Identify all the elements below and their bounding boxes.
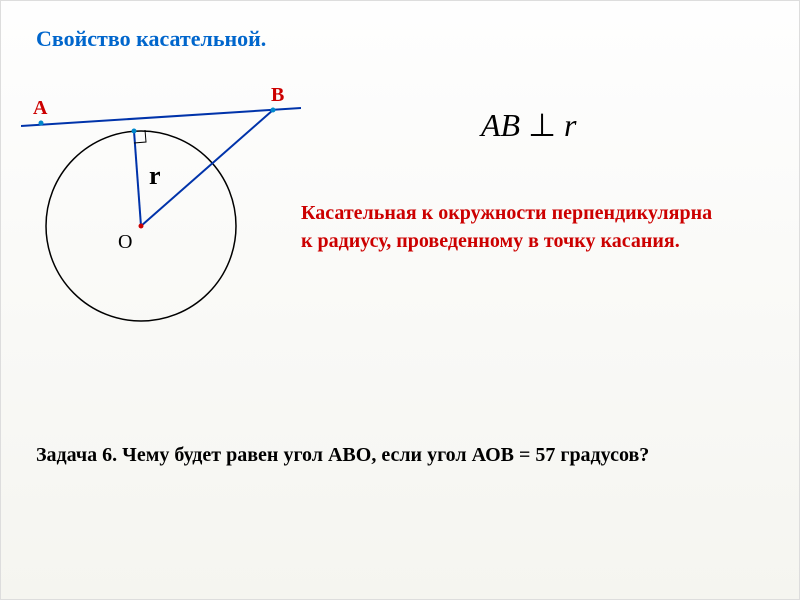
problem-text: Задача 6. Чему будет равен угол АВО, есл… <box>36 441 756 469</box>
perp-icon: ⊥ <box>528 106 556 144</box>
theorem-content: Касательная к окружности перпендикулярна… <box>301 202 712 252</box>
point-b-dot <box>271 108 276 113</box>
page-title: Свойство касательной. <box>36 26 266 52</box>
point-o-dot <box>139 224 144 229</box>
point-tangent-dot <box>132 129 137 134</box>
label-a: А <box>33 97 48 119</box>
title-text: Свойство касательной. <box>36 26 266 51</box>
theorem-text: Касательная к окружности перпендикулярна… <box>301 199 721 255</box>
formula: AB ⊥ r <box>481 106 576 144</box>
point-a-dot <box>39 121 44 126</box>
label-r: r <box>149 161 161 190</box>
formula-rhs: r <box>564 107 576 143</box>
tangent-diagram: А В О r <box>21 66 301 346</box>
formula-lhs: AB <box>481 107 520 143</box>
radius-line <box>134 131 141 226</box>
line-ob <box>141 110 273 226</box>
problem-content: Задача 6. Чему будет равен угол АВО, есл… <box>36 444 649 466</box>
label-o: О <box>118 231 132 253</box>
label-b: В <box>271 84 284 106</box>
